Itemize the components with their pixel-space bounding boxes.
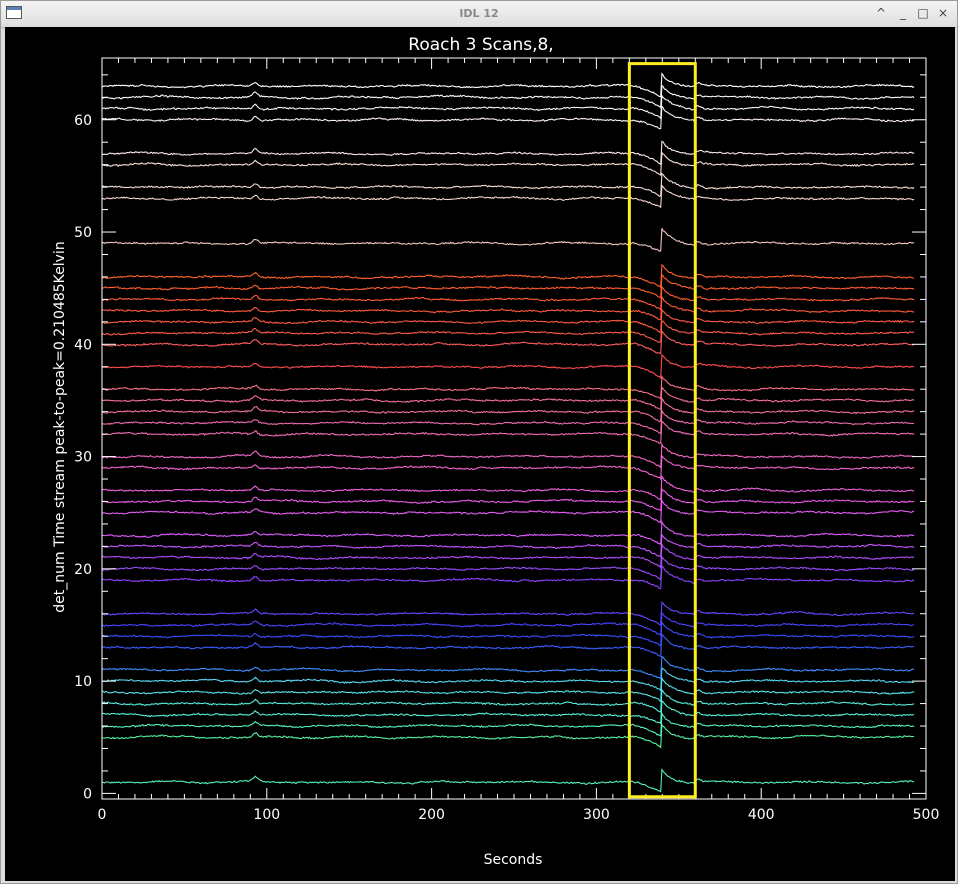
- annotation-layer: [627, 62, 697, 799]
- series-line-det-34: [101, 397, 915, 423]
- x-tick-label: 0: [98, 807, 107, 823]
- series-line-det-21: [101, 542, 915, 570]
- series-line-det-44: [101, 285, 915, 311]
- series-line-det-30: [101, 442, 915, 469]
- y-tick-label: 10: [74, 674, 92, 690]
- series-line-det-46: [101, 263, 915, 289]
- x-tick-label: 400: [748, 807, 775, 823]
- series-line-det-61: [102, 94, 915, 120]
- x-tick-label: 100: [253, 807, 280, 823]
- series-line-det-20: [101, 555, 915, 580]
- series-line-det-19: [101, 565, 915, 590]
- series-line-det-40: [101, 329, 915, 355]
- series-line-det-5: [101, 722, 915, 749]
- y-tick-label: 30: [74, 450, 92, 466]
- series-line-det-29: [101, 454, 915, 481]
- chart-title: Roach 3 Scans,8,: [408, 35, 553, 55]
- series-line-det-8: [101, 688, 915, 713]
- y-tick-label: 20: [74, 562, 92, 578]
- series-line-det-53: [101, 183, 915, 209]
- series-line-det-57: [101, 140, 915, 166]
- title-bar[interactable]: IDL 12 ^ _ □ ×: [1, 1, 957, 28]
- series-line-det-16: [101, 601, 915, 626]
- series-line-det-32: [101, 420, 915, 445]
- series-line-det-7: [101, 700, 915, 725]
- series-line-det-27: [101, 475, 915, 501]
- y-tick-label: 60: [74, 113, 92, 129]
- y-axis-label: det_num Time stream peak-to-peak=0.21048…: [52, 241, 68, 612]
- x-tick-label: 300: [583, 807, 610, 823]
- plot-frame: [101, 57, 927, 800]
- plot-area: Roach 3 Scans,8, Seconds det_num Time st…: [5, 27, 955, 881]
- y-tick-label: 50: [74, 225, 92, 241]
- window-icon: [6, 6, 22, 19]
- series-line-det-13: [101, 633, 915, 658]
- series-line-det-11: [101, 655, 915, 680]
- series-line-det-1: [101, 768, 915, 793]
- y-tick-label: 40: [74, 337, 92, 353]
- series-line-det-49: [101, 228, 915, 252]
- x-tick-label: 200: [418, 807, 445, 823]
- series-line-det-14: [101, 620, 915, 647]
- series-line-det-42: [101, 308, 915, 334]
- chart: Roach 3 Scans,8, Seconds det_num Time st…: [52, 35, 940, 868]
- series-line-det-22: [101, 533, 915, 558]
- window-title: IDL 12: [459, 7, 499, 20]
- x-tick-label: 500: [913, 807, 940, 823]
- series-line-det-41: [101, 320, 915, 343]
- highlight-rectangle: [627, 62, 697, 799]
- series-line-det-25: [101, 498, 915, 524]
- series-line-det-36: [101, 374, 915, 400]
- series-line-det-35: [102, 385, 915, 411]
- series-line-det-38: [101, 353, 915, 380]
- series-line-det-10: [101, 666, 915, 692]
- series-line-det-26: [101, 487, 915, 512]
- series-line-det-43: [101, 295, 915, 321]
- shade-button[interactable]: ^: [875, 6, 887, 20]
- close-button[interactable]: ×: [937, 6, 949, 20]
- series-line-det-63: [101, 72, 915, 98]
- series-line-det-60: [101, 105, 915, 130]
- minimize-button[interactable]: _: [900, 6, 906, 20]
- x-axis-label: Seconds: [484, 852, 543, 868]
- series-line-det-15: [101, 611, 915, 637]
- series-line-det-45: [101, 273, 915, 299]
- series-line-det-6: [101, 711, 915, 737]
- series-line-det-62: [101, 84, 915, 109]
- series-line-det-23: [101, 520, 915, 546]
- series-line-det-33: [101, 408, 915, 435]
- maximize-button[interactable]: □: [917, 6, 929, 20]
- y-tick-label: 0: [83, 786, 92, 802]
- series-line-det-9: [101, 676, 915, 703]
- series-layer: [101, 72, 915, 793]
- series-line-det-56: [101, 151, 915, 177]
- axes-layer: 0 100 200 300 400 500 0 10 20 30 40 50 60: [74, 57, 940, 823]
- series-line-det-54: [101, 172, 915, 197]
